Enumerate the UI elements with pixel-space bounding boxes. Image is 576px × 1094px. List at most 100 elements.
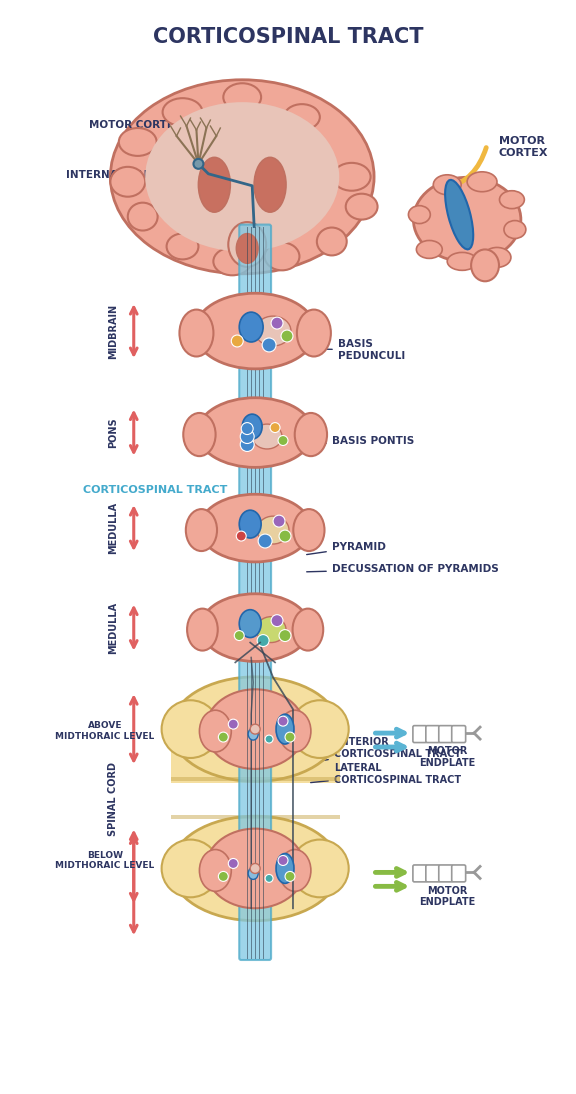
Bar xyxy=(170,750,340,783)
Circle shape xyxy=(265,735,273,743)
Ellipse shape xyxy=(239,609,261,638)
FancyBboxPatch shape xyxy=(426,725,439,743)
Circle shape xyxy=(273,515,285,527)
Circle shape xyxy=(270,422,280,432)
Ellipse shape xyxy=(408,206,430,223)
Circle shape xyxy=(278,435,288,445)
Circle shape xyxy=(228,859,238,869)
FancyBboxPatch shape xyxy=(413,865,427,882)
Circle shape xyxy=(258,534,272,548)
Ellipse shape xyxy=(414,177,521,261)
Ellipse shape xyxy=(255,316,291,346)
Ellipse shape xyxy=(445,179,473,249)
Text: LATERAL
CORTICOSPINAL TRACT: LATERAL CORTICOSPINAL TRACT xyxy=(310,764,461,784)
Circle shape xyxy=(262,338,276,352)
Text: ABOVE
MIDTHORAIC LEVEL: ABOVE MIDTHORAIC LEVEL xyxy=(55,721,154,741)
Ellipse shape xyxy=(483,247,511,267)
Ellipse shape xyxy=(187,608,218,651)
Text: MOTOR CORTEX: MOTOR CORTEX xyxy=(89,120,196,139)
Ellipse shape xyxy=(264,243,300,270)
Circle shape xyxy=(271,615,283,627)
Circle shape xyxy=(240,438,254,452)
Ellipse shape xyxy=(248,729,258,740)
Ellipse shape xyxy=(145,102,339,252)
FancyBboxPatch shape xyxy=(452,865,465,882)
Ellipse shape xyxy=(206,828,305,908)
Ellipse shape xyxy=(257,516,289,544)
Circle shape xyxy=(278,856,288,865)
Ellipse shape xyxy=(217,159,267,194)
Text: DECUSSATION OF PYRAMIDS: DECUSSATION OF PYRAMIDS xyxy=(306,563,499,574)
Ellipse shape xyxy=(128,202,158,231)
Ellipse shape xyxy=(250,724,260,734)
FancyBboxPatch shape xyxy=(439,865,453,882)
Ellipse shape xyxy=(416,241,442,258)
Ellipse shape xyxy=(199,710,232,752)
Ellipse shape xyxy=(239,312,263,342)
Text: INTERNAL CAPSULE: INTERNAL CAPSULE xyxy=(66,170,215,184)
Ellipse shape xyxy=(242,415,262,439)
Ellipse shape xyxy=(228,222,266,267)
Circle shape xyxy=(218,872,228,882)
Ellipse shape xyxy=(162,98,202,126)
Text: CORTICOSPINAL TRACT: CORTICOSPINAL TRACT xyxy=(153,27,423,47)
FancyBboxPatch shape xyxy=(426,865,439,882)
FancyBboxPatch shape xyxy=(439,725,453,743)
FancyBboxPatch shape xyxy=(452,725,465,743)
Ellipse shape xyxy=(199,850,232,892)
Ellipse shape xyxy=(186,509,217,551)
Ellipse shape xyxy=(199,158,230,212)
Text: MEDULLA: MEDULLA xyxy=(108,502,118,555)
Ellipse shape xyxy=(254,158,286,212)
Ellipse shape xyxy=(291,700,348,758)
Ellipse shape xyxy=(200,594,310,662)
Ellipse shape xyxy=(499,190,524,209)
Circle shape xyxy=(279,630,291,641)
Text: MOTOR
CORTEX: MOTOR CORTEX xyxy=(499,136,548,158)
Ellipse shape xyxy=(180,310,214,357)
Ellipse shape xyxy=(297,310,331,357)
Text: CORTICOSPINAL TRACT: CORTICOSPINAL TRACT xyxy=(83,486,228,496)
Text: MIDBRAIN: MIDBRAIN xyxy=(108,303,118,359)
Text: MOTOR
ENDPLATE: MOTOR ENDPLATE xyxy=(419,885,475,907)
Circle shape xyxy=(241,422,253,434)
Circle shape xyxy=(279,531,291,542)
Ellipse shape xyxy=(433,175,461,195)
Ellipse shape xyxy=(282,132,322,162)
Ellipse shape xyxy=(467,172,497,191)
Circle shape xyxy=(234,630,244,641)
Ellipse shape xyxy=(293,608,323,651)
Ellipse shape xyxy=(162,839,219,897)
Ellipse shape xyxy=(166,233,199,259)
FancyBboxPatch shape xyxy=(239,224,271,961)
Ellipse shape xyxy=(333,163,370,190)
Ellipse shape xyxy=(279,850,311,892)
Circle shape xyxy=(281,330,293,342)
Circle shape xyxy=(236,531,246,542)
Ellipse shape xyxy=(111,80,374,274)
Circle shape xyxy=(278,717,288,726)
Ellipse shape xyxy=(199,494,311,562)
Ellipse shape xyxy=(239,510,261,538)
Circle shape xyxy=(271,317,283,329)
Bar xyxy=(170,777,340,781)
Circle shape xyxy=(265,874,273,883)
Ellipse shape xyxy=(183,412,215,456)
Circle shape xyxy=(232,335,243,347)
Ellipse shape xyxy=(291,839,348,897)
Circle shape xyxy=(285,732,295,742)
Ellipse shape xyxy=(248,868,258,880)
Ellipse shape xyxy=(284,104,320,130)
Text: MOTOR
ENDPLATE: MOTOR ENDPLATE xyxy=(419,746,475,768)
Ellipse shape xyxy=(206,689,305,769)
Ellipse shape xyxy=(111,167,145,197)
Ellipse shape xyxy=(471,249,499,281)
Text: BELOW
MIDTHORAIC LEVEL: BELOW MIDTHORAIC LEVEL xyxy=(55,851,154,870)
Circle shape xyxy=(257,635,269,647)
Ellipse shape xyxy=(162,700,219,758)
Circle shape xyxy=(218,732,228,742)
Text: PONS: PONS xyxy=(108,417,118,447)
Ellipse shape xyxy=(198,398,313,467)
Ellipse shape xyxy=(213,247,251,276)
Circle shape xyxy=(228,719,238,729)
